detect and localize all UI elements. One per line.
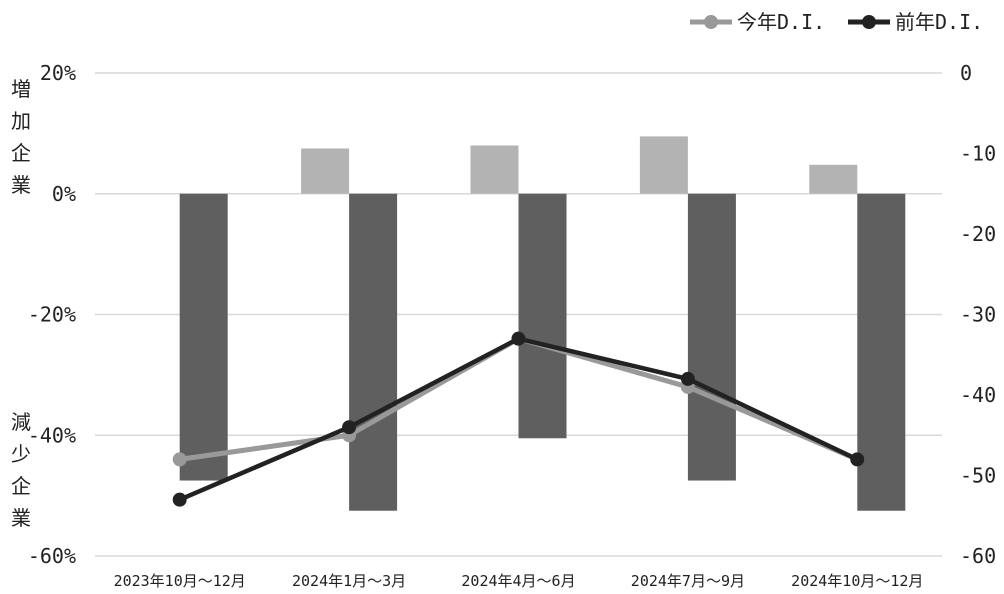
x-axis-ticks: 2023年10月～12月 2024年1月～3月 2024年4月～6月 2024年7月～… bbox=[114, 572, 924, 590]
line-series bbox=[172, 331, 865, 507]
bar-increase-2 bbox=[470, 145, 519, 194]
left-tick-label: -60% bbox=[28, 544, 76, 568]
right-axis-ticks: 0 -10 -20 -30 -40 -50 -60 bbox=[960, 61, 996, 568]
legend-label-0: 今年D.I. bbox=[737, 10, 825, 34]
left-tick-label: -20% bbox=[28, 303, 76, 327]
right-tick-label: -40 bbox=[960, 383, 996, 407]
right-tick-label: -10 bbox=[960, 142, 996, 166]
legend-label-1: 前年D.I. bbox=[895, 10, 983, 34]
increase-label-char: 企 bbox=[11, 141, 31, 165]
x-tick-label: 2024年10月～12月 bbox=[791, 572, 923, 590]
bar-decrease-2 bbox=[518, 193, 567, 439]
bar-increase-4 bbox=[809, 164, 858, 194]
right-tick-label: -50 bbox=[960, 464, 996, 488]
x-tick-label: 2024年7月～9月 bbox=[631, 572, 745, 590]
legend-swatch-marker-1 bbox=[862, 15, 876, 29]
left-tick-label: 0% bbox=[52, 182, 76, 206]
decrease-label-char: 減 bbox=[11, 410, 31, 434]
line-point-1-1 bbox=[342, 420, 357, 435]
bar-decrease-0 bbox=[179, 193, 228, 481]
right-tick-label: -60 bbox=[960, 544, 996, 568]
left-axis-ticks: 20% 0% -20% -40% -60% bbox=[28, 61, 76, 568]
bar-decrease-4 bbox=[857, 193, 906, 511]
bar-increase-1 bbox=[301, 148, 350, 194]
decrease-label-char: 少 bbox=[11, 442, 31, 466]
right-tick-label: -20 bbox=[960, 222, 996, 246]
line-point-1-0 bbox=[172, 492, 187, 507]
increase-label-char: 増 bbox=[11, 77, 31, 101]
bar-decrease-1 bbox=[349, 193, 398, 511]
bar-series bbox=[179, 136, 906, 511]
increase-label-char: 加 bbox=[11, 109, 31, 133]
line-point-1-2 bbox=[511, 331, 526, 346]
left-tick-label: 20% bbox=[40, 61, 76, 85]
legend-swatch-marker-0 bbox=[704, 15, 718, 29]
line-point-0-0 bbox=[172, 452, 187, 467]
legend: 今年D.I. 前年D.I. bbox=[690, 10, 983, 34]
decrease-label-char: 業 bbox=[11, 506, 31, 530]
right-tick-label: -30 bbox=[960, 303, 996, 327]
increase-label-char: 業 bbox=[11, 173, 31, 197]
line-point-1-4 bbox=[850, 452, 865, 467]
x-tick-label: 2024年1月～3月 bbox=[292, 572, 406, 590]
left-tick-label: -40% bbox=[28, 423, 76, 447]
right-tick-label: 0 bbox=[960, 61, 972, 85]
bar-decrease-3 bbox=[687, 193, 736, 481]
line-point-1-3 bbox=[680, 371, 695, 386]
bar-increase-3 bbox=[639, 136, 688, 194]
x-tick-label: 2023年10月～12月 bbox=[114, 572, 246, 590]
x-tick-label: 2024年4月～6月 bbox=[461, 572, 575, 590]
decrease-label-char: 企 bbox=[11, 474, 31, 498]
